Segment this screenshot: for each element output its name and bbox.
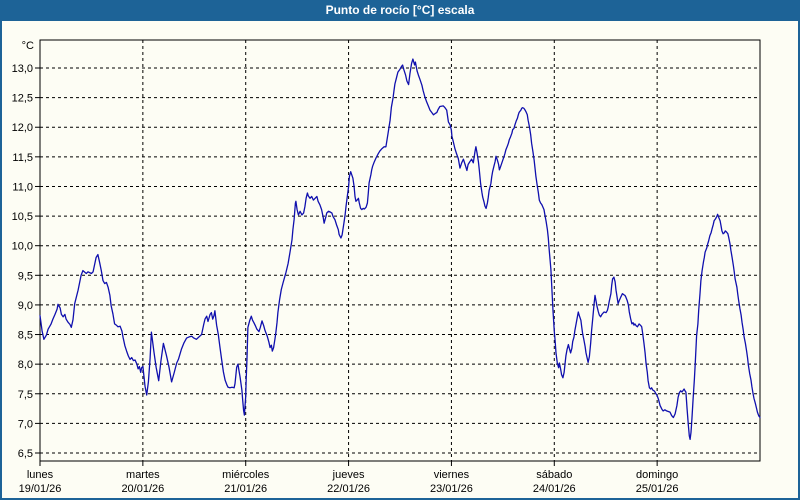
x-axis-day-label: lunes [27,469,54,481]
y-axis-label: 9,5 [18,270,33,282]
y-axis-label: 11,5 [12,152,33,164]
y-axis-label: 13,0 [12,63,33,75]
y-axis-label: 11,0 [12,181,33,193]
y-axis-label: 7,5 [18,389,33,401]
window-title: Punto de rocío [°C] escala [0,0,800,21]
x-axis-date-label: 20/01/26 [121,483,164,495]
y-axis-label: 12,0 [12,122,33,134]
y-axis-label: 10,0 [12,241,33,253]
y-axis-unit-label: °C [22,40,34,52]
y-axis-label: 6,5 [18,448,33,460]
x-axis-day-label: sábado [536,469,572,481]
y-axis-label: 8,5 [18,330,33,342]
x-axis-day-label: domingo [636,469,678,481]
x-axis-date-label: 19/01/26 [19,483,62,495]
x-axis-day-label: miércoles [222,469,270,481]
x-axis-day-label: viernes [434,469,470,481]
y-axis-label: 7,0 [18,418,33,430]
dewpoint-line [39,58,761,441]
x-axis-date-label: 24/01/26 [533,483,576,495]
x-axis-date-label: 23/01/26 [430,483,473,495]
y-axis-label: 9,0 [18,300,33,312]
x-axis-day-label: jueves [332,469,365,481]
x-axis-date-label: 25/01/26 [636,483,679,495]
y-axis-label: 10,5 [12,211,33,223]
x-axis-date-label: 22/01/26 [327,483,370,495]
x-axis-day-label: martes [126,469,160,481]
y-axis-label: 8,0 [18,359,33,371]
y-axis-label: 12,5 [12,93,33,105]
plot-border [39,39,761,462]
plot-background [40,40,760,461]
x-axis-date-label: 21/01/26 [224,483,267,495]
